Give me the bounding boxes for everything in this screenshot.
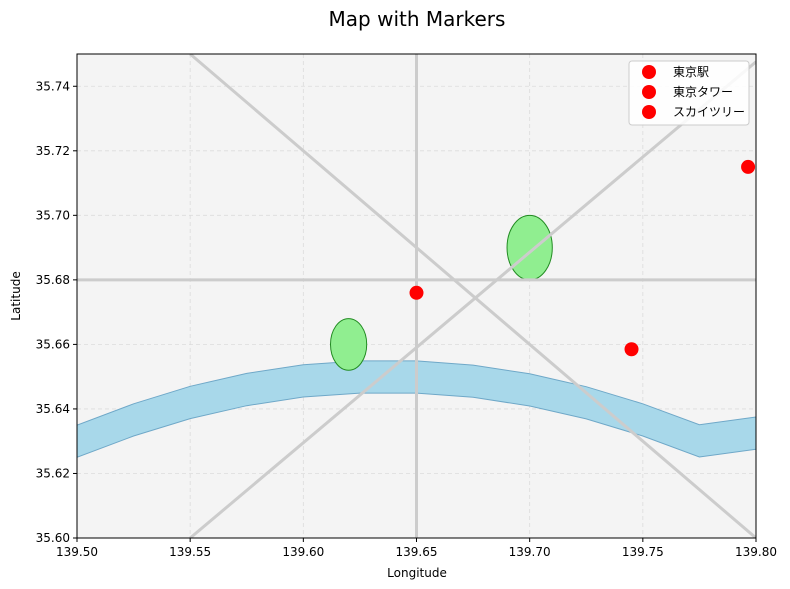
legend-label-3: スカイツリー bbox=[673, 105, 745, 119]
x-tick-label-0: 139.50 bbox=[56, 545, 98, 559]
x-tick-label-2: 139.60 bbox=[282, 545, 324, 559]
x-tick-label-4: 139.70 bbox=[509, 545, 551, 559]
road-3 bbox=[189, 60, 756, 538]
marker-3 bbox=[741, 159, 756, 174]
y-tick-label-2: 35.64 bbox=[36, 402, 70, 416]
chart-title: Map with Markers bbox=[329, 7, 506, 31]
x-tick-label-6: 139.80 bbox=[735, 545, 777, 559]
markers bbox=[409, 159, 756, 357]
park-2 bbox=[506, 214, 553, 281]
legend-box bbox=[628, 60, 750, 126]
y-tick-label-5: 35.70 bbox=[36, 208, 70, 222]
y-tick-label-0: 35.60 bbox=[36, 531, 70, 545]
legend-marker-3 bbox=[642, 105, 656, 119]
x-tick-label-5: 139.75 bbox=[622, 545, 664, 559]
y-tick-label-4: 35.68 bbox=[36, 273, 70, 287]
legend-marker-2 bbox=[642, 85, 656, 99]
axis-ticks: 139.50 139.55 139.60 139.65 139.70 139.75 139.… bbox=[36, 79, 777, 559]
y-axis-label: Latitude bbox=[9, 271, 23, 320]
y-tick-label-3: 35.66 bbox=[36, 337, 70, 351]
x-tick-label-3: 139.65 bbox=[396, 545, 438, 559]
y-tick-label-6: 35.72 bbox=[36, 144, 70, 158]
park-1 bbox=[329, 318, 368, 371]
river-band bbox=[77, 360, 756, 458]
road-4 bbox=[189, 54, 756, 538]
y-tick-label-7: 35.74 bbox=[36, 79, 70, 93]
legend-label-1: 東京駅 bbox=[673, 65, 709, 79]
x-axis-label: Longitude bbox=[387, 566, 447, 580]
legend-label-2: 東京タワー bbox=[673, 85, 733, 99]
legend-marker-1 bbox=[642, 65, 656, 79]
marker-2 bbox=[624, 342, 639, 357]
y-tick-label-1: 35.62 bbox=[36, 466, 70, 480]
x-tick-label-1: 139.55 bbox=[169, 545, 211, 559]
marker-1 bbox=[409, 285, 424, 300]
parks bbox=[329, 214, 553, 371]
